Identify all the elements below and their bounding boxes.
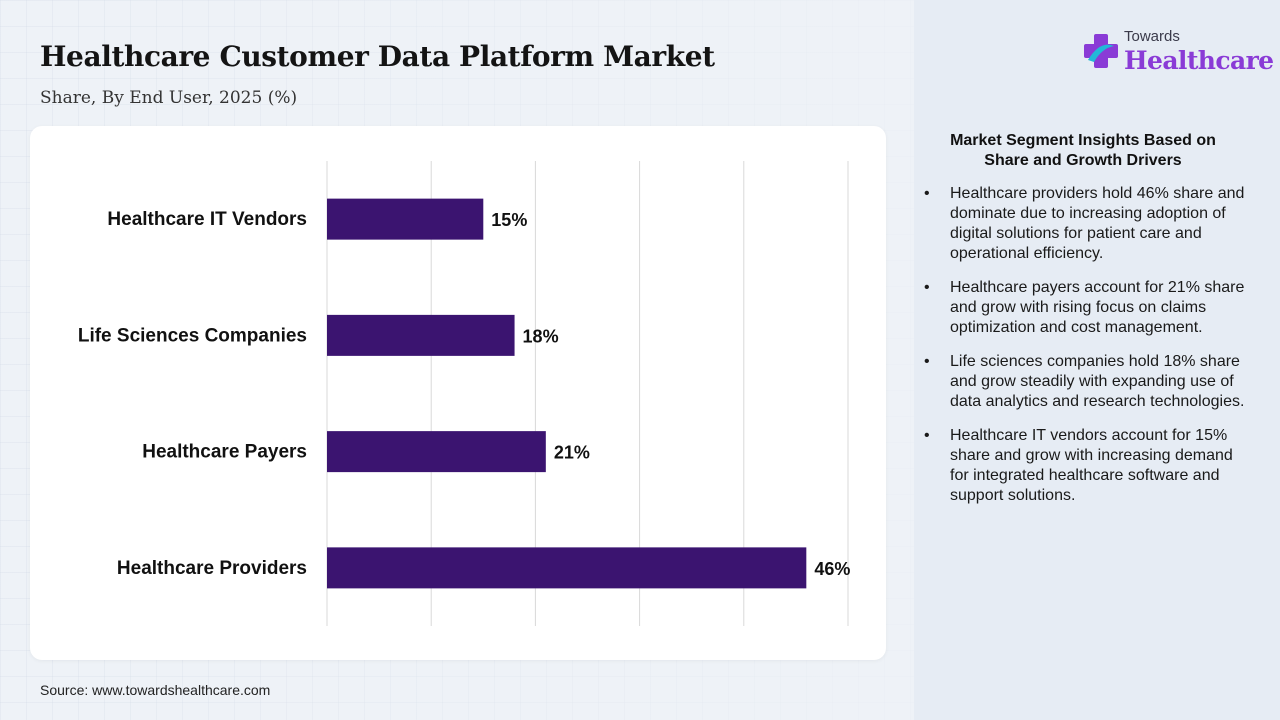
- insight-text: Healthcare providers hold 46% share and …: [950, 185, 1245, 262]
- insight-item: • Life sciences companies hold 18% share …: [924, 352, 1250, 412]
- data-label: 15%: [491, 210, 527, 230]
- insight-item: • Healthcare IT vendors account for 15% s…: [924, 426, 1250, 506]
- insight-text: Healthcare IT vendors account for 15% sh…: [950, 427, 1233, 504]
- bullet-icon: •: [924, 185, 930, 202]
- source-note: Source: www.towardshealthcare.com: [40, 682, 271, 698]
- bar: [327, 431, 546, 473]
- chart-card: Healthcare IT Vendors 15% Life Sciences Co…: [30, 126, 886, 660]
- insight-item: • Healthcare payers account for 21% share…: [924, 278, 1250, 338]
- insights-list: • Healthcare providers hold 46% share and…: [924, 184, 1250, 520]
- category-label: Healthcare IT Vendors: [107, 209, 307, 230]
- brand-logo: Towards Healthcare: [1080, 28, 1274, 78]
- insights-panel: [914, 0, 1280, 720]
- bullet-icon: •: [924, 279, 930, 296]
- data-label: 18%: [523, 326, 559, 346]
- category-label: Life Sciences Companies: [78, 325, 307, 346]
- bar-chart: Healthcare IT Vendors 15% Life Sciences Co…: [78, 161, 850, 626]
- bar: [327, 198, 484, 240]
- data-label: 21%: [554, 443, 590, 463]
- category-label: Healthcare Providers: [117, 558, 307, 579]
- bar: [327, 314, 515, 356]
- insight-text: Life sciences companies hold 18% share a…: [950, 353, 1245, 410]
- bar: [327, 547, 807, 589]
- insight-text: Healthcare payers account for 21% share …: [950, 279, 1245, 336]
- page-title: Healthcare Customer Data Platform Market: [40, 40, 715, 73]
- insight-item: • Healthcare providers hold 46% share and…: [924, 184, 1250, 264]
- insights-title: Market Segment Insights Based on Share a…: [950, 132, 1216, 169]
- data-label: 46%: [814, 559, 850, 579]
- bullet-icon: •: [924, 353, 930, 370]
- page-subtitle: Share, By End User, 2025 (%): [40, 88, 298, 108]
- logo-main-text: Healthcare: [1124, 46, 1274, 75]
- bullet-icon: •: [924, 427, 930, 444]
- logo-top-text: Towards: [1124, 28, 1180, 45]
- category-label: Healthcare Payers: [142, 442, 307, 463]
- medical-cross-icon: [1084, 34, 1118, 68]
